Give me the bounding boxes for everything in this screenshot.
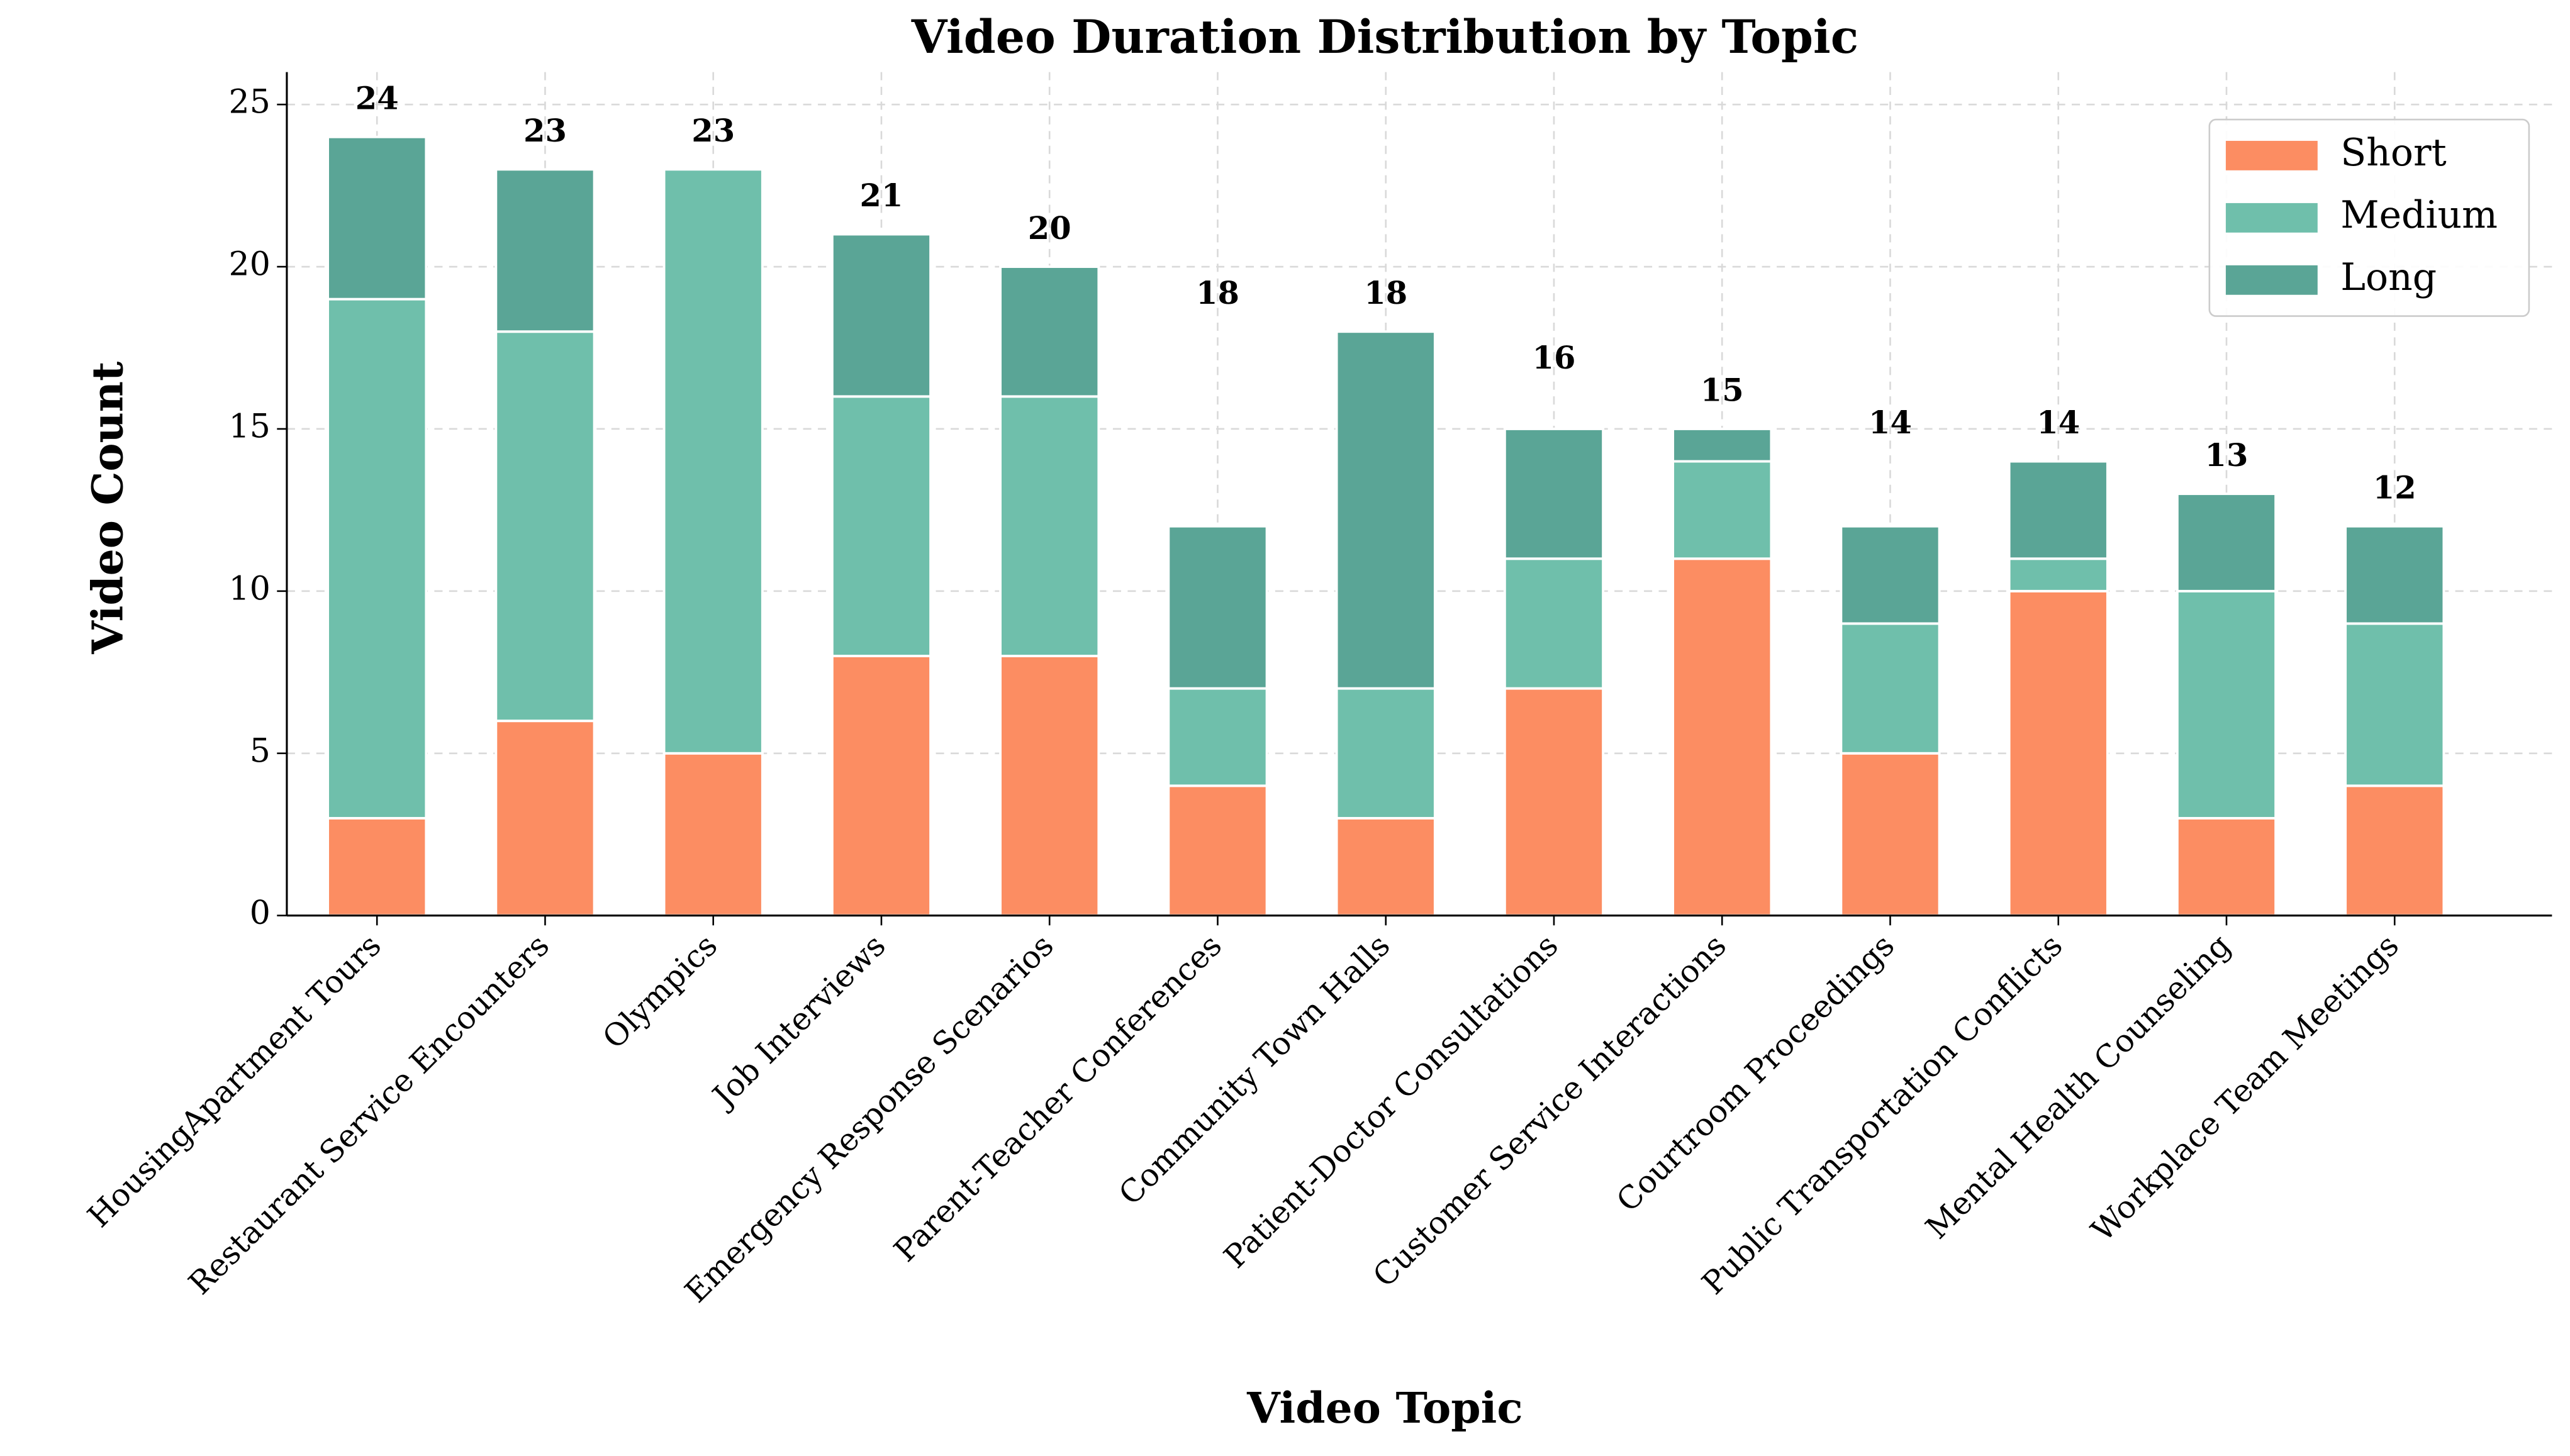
bar-segment [830, 395, 932, 657]
bar-segment [999, 655, 1100, 917]
total-label: 12 [2373, 469, 2416, 506]
bar-segment [494, 168, 596, 333]
bar-segment [2008, 557, 2109, 592]
bar-segment [999, 395, 1100, 657]
x-tick-label: Community Town Halls [1112, 927, 1397, 1212]
bar-segment [1335, 816, 1436, 917]
y-tick-label: 15 [229, 408, 271, 445]
bar-segment [327, 297, 428, 820]
bar-segment [2008, 589, 2109, 917]
total-label: 20 [1028, 210, 1071, 247]
y-tick-label: 0 [250, 894, 271, 932]
bar-segment [1672, 557, 1773, 917]
legend: Short Medium Long [2208, 118, 2530, 317]
total-label: 24 [355, 80, 399, 116]
bar-segment [2344, 784, 2445, 917]
legend-label: Long [2340, 255, 2437, 299]
x-tick-label: Courtroom Proceedings [1609, 927, 1901, 1219]
bar-segment [999, 265, 1100, 398]
total-label: 18 [1196, 275, 1239, 311]
bar-segment [2176, 816, 2277, 917]
bar-segment [1335, 687, 1436, 820]
bar-segment [1672, 428, 1773, 463]
x-tick-label: Customer Service Interactions [1366, 927, 1733, 1294]
x-tick-label: Public Transportation Conflicts [1695, 927, 2070, 1301]
total-label: 21 [860, 177, 903, 214]
bar-segment [327, 135, 428, 301]
legend-label: Medium [2340, 193, 2498, 237]
bar-segment [2344, 525, 2445, 625]
x-tick-label: Workplace Team Meetings [2084, 927, 2406, 1248]
bar-segment [1167, 525, 1268, 690]
y-tick-label: 20 [229, 246, 271, 284]
total-label: 14 [2036, 404, 2080, 441]
total-label: 23 [523, 113, 567, 149]
bar-segment [1167, 784, 1268, 917]
total-label: 18 [1364, 275, 1407, 311]
bar-segment [1503, 428, 1605, 560]
bar-segment [2344, 622, 2445, 787]
bar-segment [1840, 622, 1941, 755]
legend-swatch [2225, 265, 2318, 295]
total-label: 13 [2205, 437, 2249, 474]
bar-segment [494, 720, 596, 917]
x-tick-label: Mental Health Counseling [1918, 927, 2237, 1246]
bar-segment [1840, 752, 1941, 917]
bar-segment [830, 655, 932, 917]
x-tick-label: Patient-Doctor Consultations [1217, 927, 1565, 1275]
y-axis-label: Video Count [82, 362, 133, 655]
legend-swatch [2225, 203, 2318, 233]
x-axis-label: Video Topic [1246, 1382, 1522, 1433]
bar-segment [1840, 525, 1941, 625]
bar-segment [494, 330, 596, 723]
chart-title: Video Duration Distribution by Topic [911, 11, 1858, 64]
x-tick-label: Parent-Teacher Conferences [887, 927, 1229, 1269]
bar-segment [2176, 589, 2277, 820]
bar-segment [2176, 492, 2277, 592]
x-tick-label: Restaurant Service Encounters [181, 927, 556, 1302]
bar-segment [2008, 460, 2109, 560]
legend-label: Short [2340, 131, 2446, 175]
bar-segment [662, 168, 764, 755]
bar-segment [830, 233, 932, 398]
bar-segment [1167, 687, 1268, 787]
y-tick-label: 5 [250, 732, 271, 770]
x-tick-label: Emergency Response Scenarios [678, 927, 1061, 1309]
bar-segment [327, 816, 428, 917]
x-tick-label: HousingApartment Tours [81, 927, 388, 1235]
total-label: 14 [1869, 404, 1912, 441]
total-label: 23 [691, 113, 735, 149]
y-tick-label: 10 [229, 570, 271, 608]
total-label: 16 [1533, 340, 1576, 376]
y-tick-label: 25 [229, 84, 271, 121]
bar-segment [1335, 330, 1436, 690]
bar-segment [1503, 687, 1605, 917]
x-tick-label: Job Interviews [703, 927, 893, 1116]
x-tick-label: Olympics [595, 927, 724, 1056]
legend-swatch [2225, 140, 2318, 170]
bar-segment [1672, 460, 1773, 560]
total-label: 15 [1701, 372, 1744, 409]
bar-segment [1503, 557, 1605, 690]
bar-segment [662, 752, 764, 917]
